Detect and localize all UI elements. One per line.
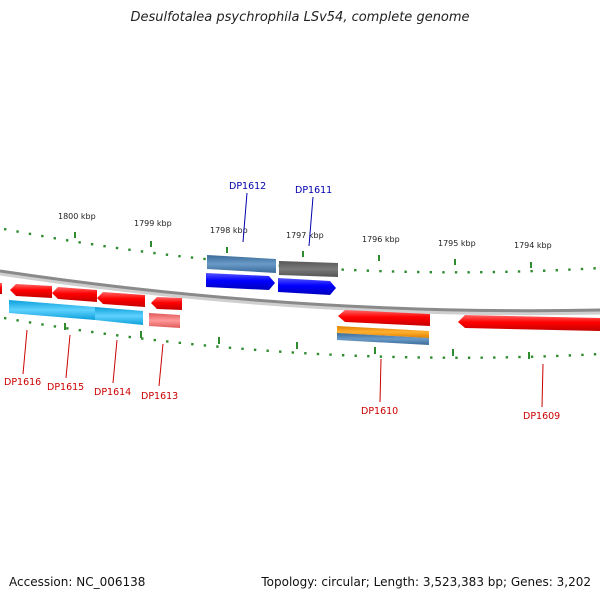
gene-label-dp1610[interactable]: DP1610 (361, 406, 398, 417)
ruler-label-1799: 1799 kbp (134, 219, 172, 228)
upper-features (206, 255, 338, 295)
gene-label-dp1614[interactable]: DP1614 (94, 387, 131, 398)
feature-gray-dp1611[interactable] (279, 261, 338, 277)
genome-summary-text: Topology: circular; Length: 3,523,383 bp… (261, 575, 591, 589)
lower-ruler (3, 316, 600, 359)
gene-arrow-dp1613[interactable] (151, 297, 182, 310)
gene-label-dp1612[interactable]: DP1612 (229, 181, 266, 192)
upper-ruler (3, 227, 600, 274)
feature-pink-dp1613[interactable] (149, 313, 180, 328)
genome-title: Desulfotalea psychrophila LSv54, complet… (130, 10, 470, 25)
gene-leader-dp1615 (65, 334, 71, 379)
gene-leader-dp1612 (242, 192, 248, 243)
feature-orange-dp1610[interactable] (337, 326, 429, 338)
ruler-label-1796: 1796 kbp (362, 235, 400, 244)
upper-gene-labels: DP1612 DP1611 (229, 181, 332, 247)
gene-arrow-dp1610[interactable] (338, 310, 430, 326)
gene-arrow-dp1615[interactable] (52, 287, 97, 302)
accession-text: Accession: NC_006138 (9, 575, 146, 589)
gene-arrow-dp1609[interactable] (458, 315, 600, 331)
feature-cyan-dp1615[interactable] (9, 300, 95, 320)
gene-arrow-dp1616[interactable] (10, 284, 52, 298)
gene-arrow-edge[interactable] (0, 283, 2, 294)
gene-leader-dp1614 (112, 339, 118, 384)
gene-label-dp1615[interactable]: DP1615 (47, 382, 84, 393)
gene-label-dp1609[interactable]: DP1609 (523, 411, 560, 422)
gene-leader-dp1616 (22, 329, 28, 375)
gene-leader-dp1610 (379, 358, 382, 403)
ruler-label-1800: 1800 kbp (58, 212, 96, 221)
feature-steelblue-dp1612[interactable] (207, 255, 276, 273)
gene-leader-dp1611 (308, 196, 314, 247)
feature-cyan-dp1614[interactable] (95, 307, 143, 325)
lower-gene-labels: DP1616 DP1615 DP1614 DP1613 DP1610 DP160… (4, 329, 560, 422)
gene-label-dp1611[interactable]: DP1611 (295, 185, 332, 196)
ruler-label-1795: 1795 kbp (438, 239, 476, 248)
gene-leader-dp1609 (541, 363, 544, 408)
feature-steelblue-dp1610[interactable] (337, 333, 429, 345)
gene-label-dp1613[interactable]: DP1613 (141, 391, 178, 402)
gene-arrow-dp1611[interactable] (278, 278, 336, 295)
genome-backbone (0, 269, 600, 313)
ruler-label-1794: 1794 kbp (514, 241, 552, 250)
ruler-label-1797: 1797 kbp (286, 231, 324, 240)
ruler-label-1798: 1798 kbp (210, 226, 248, 235)
gene-arrow-dp1612[interactable] (206, 273, 275, 290)
gene-arrow-dp1614[interactable] (97, 292, 145, 307)
gene-leader-dp1613 (158, 343, 164, 387)
lower-features (0, 283, 600, 345)
genome-backbone-shadow (0, 270, 600, 316)
gene-label-dp1616[interactable]: DP1616 (4, 377, 41, 388)
